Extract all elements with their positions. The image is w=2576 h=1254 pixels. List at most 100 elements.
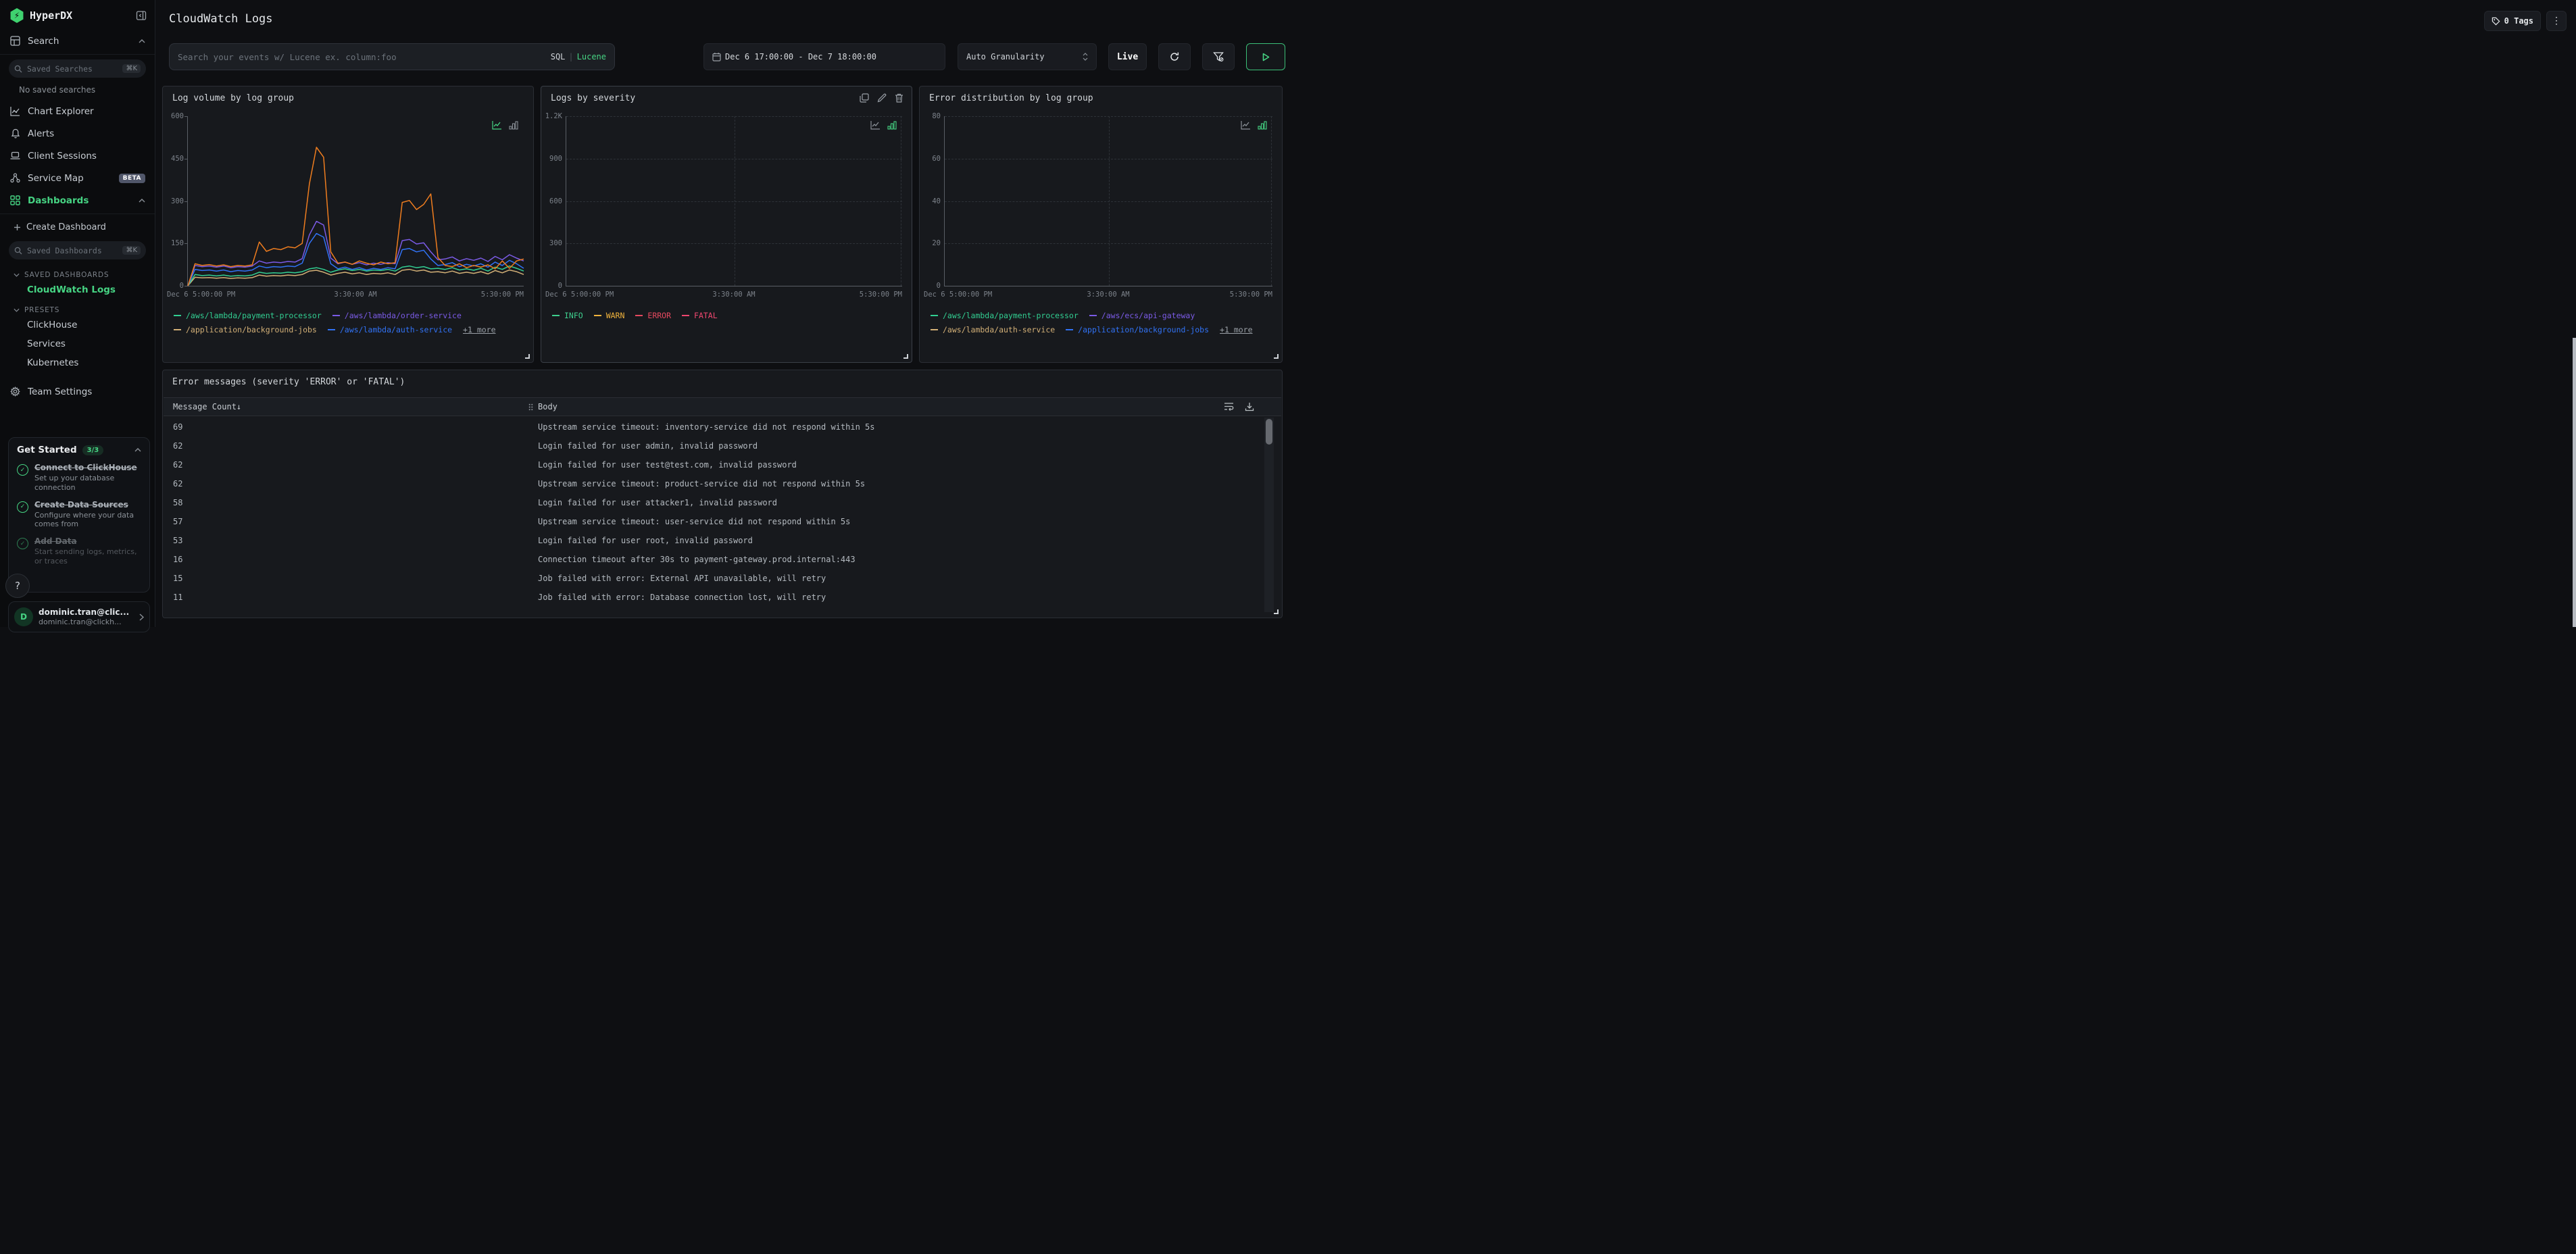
sidebar-item-client-sessions[interactable]: Client Sessions — [0, 145, 155, 167]
x-tick: 3:30:00 AM — [334, 291, 377, 299]
table-row[interactable]: 15 Job failed with error: External API u… — [164, 569, 1262, 588]
line-chart-toggle-icon[interactable] — [870, 120, 881, 130]
time-range-value: Dec 6 17:00:00 - Dec 7 18:00:00 — [725, 52, 876, 61]
resize-handle[interactable] — [1274, 609, 1279, 614]
get-started-step-3[interactable]: ✓ Add Data Start sending logs, metrics, … — [17, 536, 141, 566]
live-button[interactable]: Live — [1108, 43, 1147, 70]
step-desc: Configure where your data comes from — [34, 510, 134, 529]
download-icon[interactable] — [1245, 402, 1254, 411]
x-tick: 5:30:00 PM — [859, 291, 902, 299]
resize-handle[interactable] — [903, 354, 908, 359]
chevron-up-icon[interactable] — [134, 448, 141, 452]
preset-link-kubernetes[interactable]: Kubernetes — [27, 357, 79, 368]
dashboard-link-cloudwatch-logs[interactable]: CloudWatch Logs — [27, 284, 116, 295]
table-row[interactable]: 62 Login failed for user test@test.com, … — [164, 455, 1262, 474]
table-row[interactable]: 62 Login failed for user admin, invalid … — [164, 436, 1262, 455]
saved-dashboards-input[interactable]: Saved Dashboards ⌘K — [9, 241, 146, 259]
column-header-message-count[interactable]: Message Count↓ — [173, 402, 242, 411]
sidebar-item-chart-explorer[interactable]: Chart Explorer — [0, 100, 155, 122]
y-tick: 80 — [932, 112, 941, 120]
get-started-step-2[interactable]: ✓ Create Data Sources Configure where yo… — [17, 500, 141, 530]
run-query-button[interactable] — [1246, 43, 1285, 70]
legend-dash — [635, 315, 643, 316]
delete-icon[interactable] — [895, 93, 903, 103]
bar-chart-toggle-icon[interactable] — [1258, 120, 1267, 130]
preset-link-clickhouse[interactable]: ClickHouse — [27, 320, 78, 330]
search-nav-icon — [9, 36, 21, 46]
table-row[interactable]: 11 Job failed with error: Database conne… — [164, 588, 1262, 607]
table-row[interactable]: 62 Upstream service timeout: product-ser… — [164, 474, 1262, 493]
sidebar-item-search[interactable]: Search — [0, 30, 155, 52]
line-chart-toggle-icon[interactable] — [492, 120, 502, 130]
sidebar-item-service-map[interactable]: Service Map BETA — [0, 167, 155, 189]
get-started-step-1[interactable]: ✓ Connect to ClickHouse Set up your data… — [17, 463, 141, 493]
chart-plot[interactable]: 1.2K 900 600 300 0 — [545, 112, 902, 290]
legend-dash — [1066, 329, 1074, 330]
saved-searches-placeholder: Saved Searches — [27, 64, 93, 74]
table-row[interactable]: 69 Upstream service timeout: inventory-s… — [164, 418, 1262, 436]
granularity-select[interactable]: Auto Granularity — [958, 43, 1097, 70]
granularity-value: Auto Granularity — [966, 52, 1045, 61]
row-body: Upstream service timeout: inventory-serv… — [538, 422, 875, 432]
table-row[interactable]: 57 Upstream service timeout: user-servic… — [164, 512, 1262, 531]
legend-item[interactable]: +1 more — [463, 325, 496, 334]
section-presets[interactable]: PRESETS — [0, 299, 155, 316]
kebab-menu-button[interactable]: ⋮ — [2546, 11, 2567, 31]
chevron-up-icon — [139, 198, 145, 203]
resize-handle[interactable] — [525, 354, 530, 359]
drag-grip-icon — [528, 403, 533, 410]
table-row[interactable]: 16 Connection timeout after 30s to payme… — [164, 550, 1262, 569]
lucene-toggle[interactable]: Lucene — [576, 52, 606, 61]
edit-icon[interactable] — [877, 93, 887, 103]
y-tick: 600 — [549, 197, 562, 205]
duplicate-icon[interactable] — [860, 93, 869, 103]
help-button[interactable]: ? — [5, 574, 30, 598]
step-desc: Set up your database connection — [34, 474, 115, 492]
wrap-text-icon[interactable] — [1224, 402, 1234, 411]
column-header-body[interactable]: Body — [528, 402, 558, 411]
main-content: CloudWatch Logs 0 Tags ⋮ Search your eve… — [155, 0, 2576, 1254]
table-scrollbar[interactable] — [1264, 418, 1274, 612]
create-dashboard-button[interactable]: Create Dashboard — [0, 216, 155, 236]
row-count: 69 — [173, 422, 183, 432]
resize-handle[interactable] — [1274, 354, 1279, 359]
legend-item: /aws/lambda/order-service — [332, 311, 462, 320]
chart-title: Logs by severity — [551, 93, 636, 103]
tags-button[interactable]: 0 Tags — [2483, 11, 2541, 31]
filter-button[interactable] — [1202, 43, 1235, 70]
saved-dashboards-placeholder: Saved Dashboards — [27, 245, 102, 255]
table-row[interactable]: 53 Login failed for user root, invalid p… — [164, 531, 1262, 550]
saved-searches-input[interactable]: Saved Searches ⌘K — [9, 59, 146, 78]
collapse-sidebar-icon[interactable] — [136, 10, 147, 21]
bar-chart-toggle-icon[interactable] — [509, 120, 518, 130]
x-tick: Dec 6 5:00:00 PM — [545, 291, 614, 299]
sql-toggle[interactable]: SQL — [550, 52, 566, 61]
table-row[interactable]: 58 Login failed for user attacker1, inva… — [164, 493, 1262, 512]
chart-plot[interactable]: 80 60 40 20 0 — [932, 112, 1272, 290]
preset-link-services[interactable]: Services — [27, 338, 66, 349]
chart-plot[interactable]: 600 450 300 150 0 — [171, 112, 524, 290]
legend-item[interactable]: +1 more — [1220, 325, 1253, 334]
row-count: 16 — [173, 555, 183, 564]
event-search-input[interactable]: Search your events w/ Lucene ex. column:… — [169, 43, 615, 70]
refresh-button[interactable] — [1158, 43, 1191, 70]
user-menu[interactable]: D dominic.tran@clic... dominic.tran@clic… — [8, 601, 150, 632]
bar-chart-toggle-icon[interactable] — [887, 120, 897, 130]
funnel-icon — [1213, 52, 1224, 61]
chevron-right-icon — [139, 613, 144, 621]
shortcut-badge: ⌘K — [122, 64, 141, 73]
sidebar-item-team-settings[interactable]: Team Settings — [0, 380, 155, 403]
legend-item: INFO — [552, 311, 583, 320]
shortcut-badge: ⌘K — [122, 246, 141, 255]
sidebar-item-dashboards[interactable]: Dashboards — [0, 189, 155, 211]
section-saved-dashboards[interactable]: SAVED DASHBOARDS — [0, 264, 155, 280]
sidebar-item-alerts[interactable]: Alerts — [0, 122, 155, 145]
get-started-progress-badge: 3/3 — [82, 445, 104, 455]
page-scrollbar-thumb[interactable] — [2573, 338, 2576, 627]
chart-title: Log volume by log group — [172, 93, 295, 103]
row-body: Connection timeout after 30s to payment-… — [538, 555, 856, 564]
row-body: Login failed for user test@test.com, inv… — [538, 460, 797, 470]
table-scrollbar-thumb[interactable] — [1266, 419, 1272, 445]
line-chart-toggle-icon[interactable] — [1241, 120, 1251, 130]
time-range-picker[interactable]: Dec 6 17:00:00 - Dec 7 18:00:00 — [703, 43, 945, 70]
